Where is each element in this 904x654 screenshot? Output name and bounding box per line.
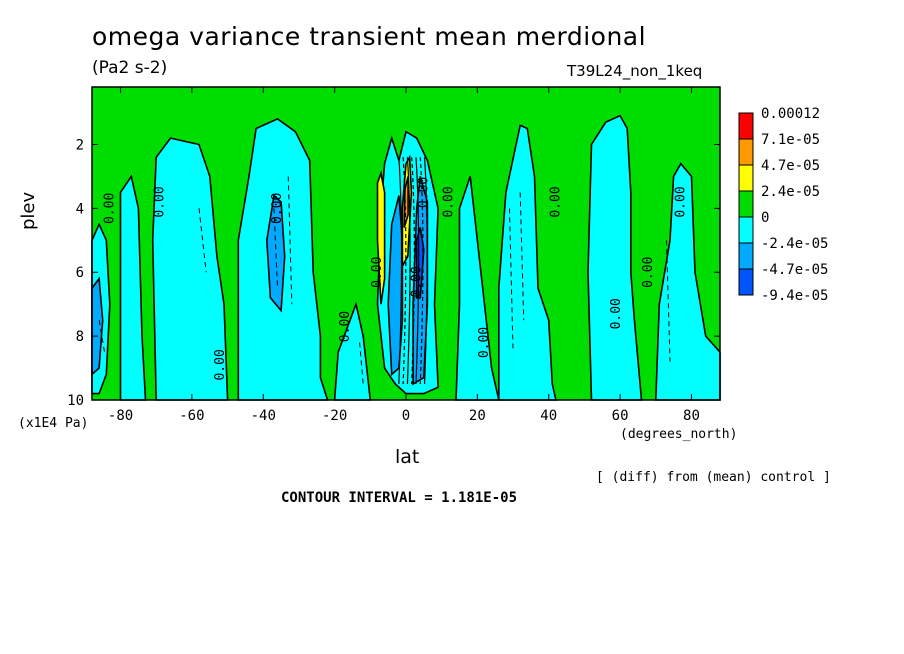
contour-label: 0.00 [102, 193, 117, 224]
contour-label: 0.00 [641, 257, 656, 288]
contour-interval: CONTOUR INTERVAL = 1.181E-05 [281, 490, 518, 506]
colorbar-label: 2.4e-05 [761, 184, 820, 200]
colorbar-label: -4.7e-05 [761, 262, 828, 278]
colorbar-label: 0.00012 [761, 106, 820, 122]
colorbar-label: 4.7e-05 [761, 158, 820, 174]
x-tick-label: 40 [540, 408, 557, 424]
equatorial-contour [398, 157, 403, 385]
equatorial-contour [411, 157, 415, 385]
chart-units: (Pa2 s-2) [92, 58, 168, 78]
x-axis-label: lat [395, 446, 420, 468]
contour-region [265, 194, 286, 313]
colorbar-swatch [738, 164, 754, 192]
equatorial-contour [402, 157, 407, 385]
contour-label: 0.00 [270, 193, 285, 224]
colorbar-swatch [738, 138, 754, 166]
colorbar-swatch [738, 112, 754, 140]
contour-label: 0.00 [152, 186, 167, 217]
contour-label: 0.00 [441, 186, 456, 217]
contour-label: 0.00 [370, 257, 385, 288]
colorbar-swatch [738, 268, 754, 296]
equatorial-contour [415, 157, 420, 385]
chart-title: omega variance transient mean merdional [92, 22, 647, 51]
colorbar-swatch [738, 190, 754, 218]
equatorial-contour [423, 157, 428, 385]
colorbar-swatch [738, 216, 754, 244]
colorbar-label: 0 [761, 210, 769, 226]
y-tick-label: 4 [76, 201, 84, 217]
equatorial-contour [419, 157, 424, 385]
contour-region [376, 170, 386, 305]
contour-region [587, 114, 643, 401]
x-tick-label: 60 [612, 408, 629, 424]
x-tick-label: -60 [179, 408, 204, 424]
y-tick-label: 10 [67, 393, 84, 409]
equatorial-contour [406, 157, 411, 385]
contour-label: 0.00 [548, 186, 563, 217]
dashed-contour [198, 208, 207, 273]
contour-label: 0.00 [409, 266, 424, 297]
contour-region [151, 137, 229, 401]
contour-label: 0.00 [609, 298, 624, 329]
contour-label: 0.00 [338, 311, 353, 342]
contour-label: 0.00 [416, 177, 431, 208]
contour-label: 0.00 [477, 327, 492, 358]
colorbar-swatch [738, 242, 754, 270]
contour-label: 0.00 [213, 349, 228, 380]
x-tick-label: 80 [683, 408, 700, 424]
colorbar-label: 7.1e-05 [761, 132, 820, 148]
dashed-contour [665, 240, 671, 362]
x-tick-label: 20 [469, 408, 486, 424]
dashed-contour [273, 208, 279, 289]
x-tick-label: -80 [108, 408, 133, 424]
y-tick-label: 2 [76, 137, 84, 153]
x-tick-label: 0 [402, 408, 410, 424]
y-tick-label: 8 [76, 329, 84, 345]
diff-note: [ (diff) from (mean) control ] [596, 470, 831, 485]
contour-region [455, 176, 500, 401]
y-tick-label: 6 [76, 265, 84, 281]
y-axis-units: (x1E4 Pa) [18, 416, 89, 431]
run-label: T39L24_non_1keq [567, 62, 703, 80]
x-tick-label: -20 [322, 408, 347, 424]
contour-region [497, 124, 557, 401]
dashed-contour [359, 342, 364, 385]
dashed-contour [287, 176, 293, 305]
x-tick-label: -40 [251, 408, 276, 424]
dashed-contour [508, 208, 514, 353]
contour-label: 0.00 [673, 186, 688, 217]
colorbar-label: -2.4e-05 [761, 236, 828, 252]
colorbar-label: -9.4e-05 [761, 288, 828, 304]
dashed-contour [519, 192, 525, 321]
x-axis-units: (degrees_north) [620, 427, 738, 442]
